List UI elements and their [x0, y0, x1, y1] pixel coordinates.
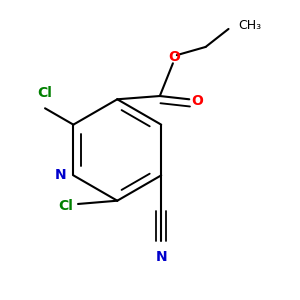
Text: Cl: Cl: [58, 199, 73, 213]
Text: CH₃: CH₃: [238, 19, 262, 32]
Text: O: O: [191, 94, 203, 108]
Text: N: N: [55, 168, 67, 182]
Text: Cl: Cl: [38, 86, 52, 100]
Text: N: N: [155, 250, 167, 264]
Text: O: O: [169, 50, 181, 64]
